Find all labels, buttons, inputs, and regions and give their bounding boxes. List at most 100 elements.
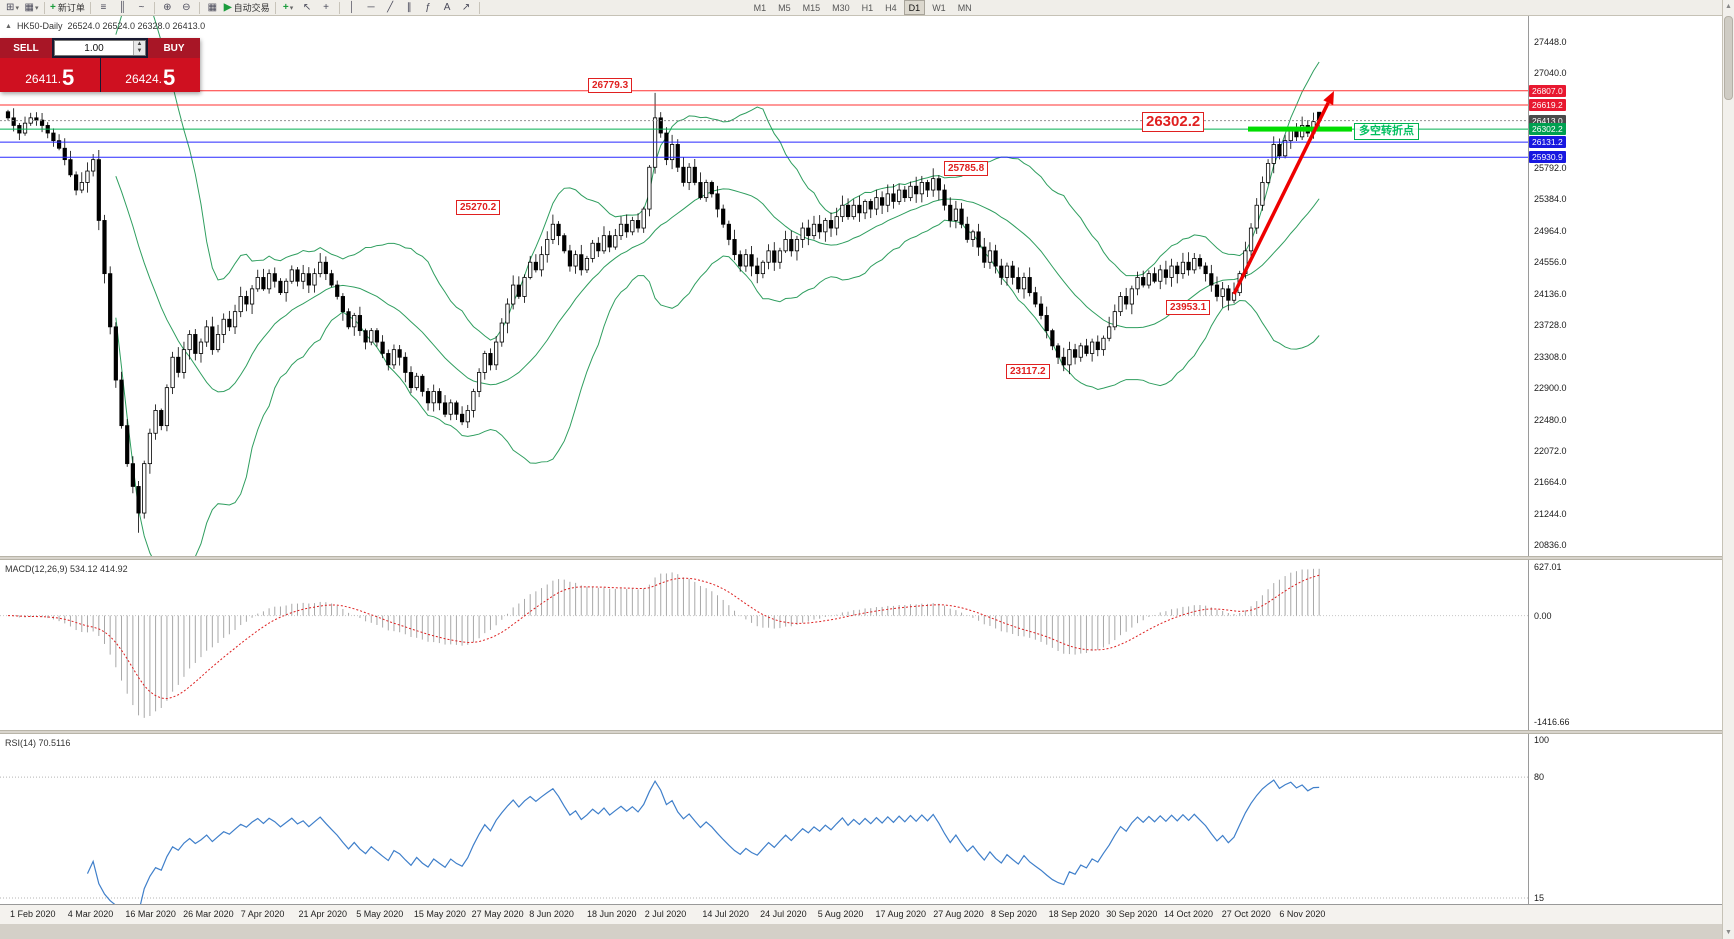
timeframe-d1[interactable]: D1 bbox=[903, 0, 926, 15]
sell-button[interactable]: SELL bbox=[0, 38, 52, 58]
price-annotation-large[interactable]: 26302.2 bbox=[1142, 112, 1205, 132]
new-order-button[interactable]: + 新订单 bbox=[50, 1, 85, 14]
price-annotation[interactable]: 23117.2 bbox=[1006, 364, 1050, 379]
rsi-panel[interactable]: RSI(14) 70.5116 100 80 15 bbox=[0, 734, 1722, 904]
timeframe-m1[interactable]: M1 bbox=[753, 2, 767, 13]
price-scale-label: 23728.0 bbox=[1534, 319, 1567, 330]
toolbar-separator bbox=[274, 1, 276, 14]
timeframe-m30[interactable]: M30 bbox=[832, 2, 850, 13]
text-label-icon[interactable]: A bbox=[443, 1, 451, 13]
time-axis-label: 27 Aug 2020 bbox=[933, 909, 984, 919]
zoom-out-icon[interactable]: ⊖ bbox=[182, 1, 191, 13]
volume-value[interactable]: 1.00 bbox=[84, 42, 104, 54]
rsi-canvas[interactable] bbox=[0, 734, 1722, 904]
timeframe-h1[interactable]: H1 bbox=[861, 2, 874, 13]
scroll-up-icon[interactable]: ▲ bbox=[1725, 3, 1732, 10]
vertical-line-icon[interactable]: │ bbox=[348, 1, 356, 13]
time-axis-label: 6 Nov 2020 bbox=[1279, 909, 1326, 919]
volume-up-icon[interactable]: ▲ bbox=[134, 41, 145, 48]
price-scale-label: 25384.0 bbox=[1534, 193, 1567, 204]
macd-scale-label: 0.00 bbox=[1534, 610, 1552, 621]
time-axis-label: 16 Mar 2020 bbox=[125, 909, 176, 919]
time-axis-label: 14 Jul 2020 bbox=[702, 909, 749, 919]
vertical-scrollbar[interactable]: ▲ ▼ bbox=[1722, 0, 1734, 939]
macd-scale-label: 627.01 bbox=[1534, 562, 1562, 572]
window-bottom-strip bbox=[0, 924, 1722, 939]
price-tag: 26131.2 bbox=[1529, 136, 1566, 149]
time-axis-label: 18 Jun 2020 bbox=[587, 909, 637, 919]
bar-chart-icon[interactable]: ≡ bbox=[100, 1, 107, 13]
scale-separator bbox=[1528, 16, 1529, 904]
price-annotation[interactable]: 23953.1 bbox=[1166, 300, 1211, 315]
chart-title: ▲ HK50-Daily 26524.0 26524.0 26328.0 264… bbox=[5, 21, 205, 31]
time-axis-label: 4 Mar 2020 bbox=[67, 909, 114, 919]
time-axis-label: 2 Jul 2020 bbox=[644, 909, 687, 919]
price-chart-canvas[interactable] bbox=[0, 16, 1722, 556]
price-scale-label: 22072.0 bbox=[1534, 445, 1567, 456]
scrollbar-thumb[interactable] bbox=[1724, 16, 1733, 100]
panel-splitter[interactable] bbox=[0, 730, 1722, 734]
timeframe-mn[interactable]: MN bbox=[957, 2, 972, 13]
arrows-icon[interactable]: ↗ bbox=[461, 1, 471, 13]
price-scale-label: 20836.0 bbox=[1534, 539, 1567, 550]
rsi-scale-label: 15 bbox=[1534, 893, 1545, 903]
volume-input[interactable]: 1.00 ▲ ▼ bbox=[54, 40, 146, 56]
price-scale-label: 21664.0 bbox=[1534, 476, 1567, 487]
sell-price-big-digit: 5 bbox=[62, 65, 75, 90]
timeframe-h4[interactable]: H4 bbox=[885, 2, 897, 13]
buy-price[interactable]: 26424. 5 bbox=[100, 58, 200, 92]
timeframe-m5[interactable]: M5 bbox=[778, 2, 791, 13]
profiles-icon[interactable]: ▦ ▾ bbox=[24, 1, 39, 13]
timeframe-w1[interactable]: W1 bbox=[932, 2, 946, 13]
horizontal-line-icon[interactable]: ─ bbox=[367, 1, 375, 13]
timeframe-m15[interactable]: M15 bbox=[802, 2, 821, 13]
volume-down-icon[interactable]: ▼ bbox=[134, 48, 145, 55]
toolbar: ⊞ ▾ ▦ ▾ + 新订单 ≡ ║ ~ ⊕ ⊖ ▦ ▶ 自动交易 + ▾ ↖ + │ ─ ╱ ∥ ƒ A ↗ M1 M5 M15 M30… bbox=[0, 0, 1722, 16]
price-annotation[interactable]: 25270.2 bbox=[456, 200, 501, 215]
time-axis-label: 27 May 2020 bbox=[471, 909, 524, 919]
equidistant-channel-icon[interactable]: ∥ bbox=[406, 1, 412, 13]
tile-windows-icon[interactable]: ▦ bbox=[207, 1, 218, 13]
price-scale-label: 25792.0 bbox=[1534, 162, 1567, 173]
ohlc-values: 26524.0 26524.0 26328.0 26413.0 bbox=[67, 21, 206, 31]
line-chart-icon[interactable]: ~ bbox=[138, 1, 145, 13]
panel-splitter[interactable] bbox=[0, 556, 1722, 560]
turning-point-label[interactable]: 多空转折点 bbox=[1354, 123, 1419, 140]
scroll-down-icon[interactable]: ▼ bbox=[1725, 929, 1732, 936]
macd-canvas[interactable] bbox=[0, 560, 1722, 730]
rsi-scale-label: 80 bbox=[1534, 772, 1545, 783]
macd-panel[interactable]: MACD(12,26,9) 534.12 414.92 627.01 0.00 -1… bbox=[0, 560, 1722, 730]
sell-price-main: 26411. bbox=[25, 72, 62, 86]
price-scale-label: 23308.0 bbox=[1534, 351, 1567, 362]
price-tag: 25930.9 bbox=[1529, 151, 1566, 164]
collapse-arrow-icon[interactable]: ▲ bbox=[5, 22, 12, 30]
toolbar-separator bbox=[89, 1, 91, 14]
rsi-label: RSI(14) 70.5116 bbox=[5, 738, 71, 748]
trendline-icon[interactable]: ╱ bbox=[387, 1, 394, 13]
price-scale-label: 27448.0 bbox=[1534, 37, 1567, 47]
price-scale-label: 24556.0 bbox=[1534, 256, 1567, 267]
crosshair-icon[interactable]: + bbox=[323, 1, 329, 13]
time-axis-label: 17 Aug 2020 bbox=[875, 909, 927, 919]
price-tag: 26619.2 bbox=[1529, 98, 1566, 111]
price-scale-label: 24136.0 bbox=[1534, 288, 1567, 299]
zoom-in-icon[interactable]: ⊕ bbox=[163, 1, 172, 13]
price-chart-panel[interactable]: ▲ HK50-Daily 26524.0 26524.0 26328.0 264… bbox=[0, 16, 1722, 556]
volume-spinner[interactable]: ▲ ▼ bbox=[133, 41, 145, 55]
time-axis-label: 15 May 2020 bbox=[413, 909, 466, 919]
fibonacci-icon[interactable]: ƒ bbox=[425, 1, 431, 13]
indicators-icon[interactable]: + ▾ bbox=[282, 1, 294, 13]
new-chart-icon[interactable]: ⊞ ▾ bbox=[6, 1, 19, 13]
buy-button[interactable]: BUY bbox=[148, 38, 200, 58]
sell-price[interactable]: 26411. 5 bbox=[0, 58, 100, 92]
time-axis-label: 8 Jun 2020 bbox=[529, 909, 574, 919]
candlestick-chart-icon[interactable]: ║ bbox=[118, 1, 126, 13]
price-annotation[interactable]: 26779.3 bbox=[588, 78, 633, 93]
time-axis-label: 21 Apr 2020 bbox=[298, 909, 348, 919]
cursor-icon[interactable]: ↖ bbox=[302, 1, 312, 13]
price-annotation[interactable]: 25785.8 bbox=[944, 161, 989, 176]
time-axis-label: 24 Jul 2020 bbox=[760, 909, 807, 919]
time-axis-label: 7 Apr 2020 bbox=[240, 909, 285, 919]
autotrading-button[interactable]: ▶ 自动交易 bbox=[223, 1, 270, 14]
time-axis-label: 30 Sep 2020 bbox=[1106, 909, 1158, 919]
